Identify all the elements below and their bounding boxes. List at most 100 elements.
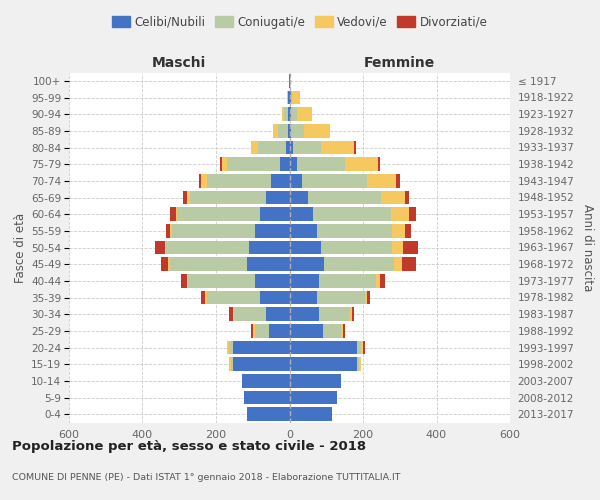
Bar (166, 240, 249, 254)
Bar (297, 158, 344, 171)
Bar (282, 108, 284, 121)
Bar (290, 174, 302, 188)
Bar (266, 308, 290, 321)
Bar (168, 258, 170, 271)
Bar (396, 174, 400, 188)
Y-axis label: Fasce di età: Fasce di età (14, 212, 27, 282)
Bar (290, 340, 358, 354)
Bar (170, 224, 172, 237)
Bar (287, 90, 289, 104)
Bar (155, 240, 164, 254)
Bar (227, 158, 280, 171)
Bar (244, 390, 290, 404)
Bar (304, 124, 330, 138)
Bar (166, 224, 170, 237)
Bar (230, 358, 233, 371)
Bar (205, 290, 207, 304)
Bar (363, 340, 365, 354)
Bar (392, 240, 403, 254)
Bar (260, 208, 290, 221)
Bar (308, 190, 382, 204)
Bar (164, 240, 166, 254)
Bar (290, 158, 297, 171)
Bar (403, 240, 418, 254)
Bar (290, 208, 313, 221)
Bar (251, 324, 253, 338)
Bar (187, 190, 190, 204)
Bar (233, 340, 290, 354)
Bar (405, 224, 411, 237)
Bar (343, 324, 344, 338)
Bar (287, 124, 290, 138)
Bar (229, 340, 233, 354)
Bar (290, 190, 308, 204)
Bar (382, 190, 405, 204)
Bar (202, 290, 205, 304)
Bar (273, 124, 278, 138)
Bar (229, 358, 230, 371)
Bar (178, 208, 260, 221)
Y-axis label: Anni di nascita: Anni di nascita (581, 204, 595, 291)
Bar (323, 324, 341, 338)
Bar (247, 408, 290, 421)
Bar (358, 358, 359, 371)
Bar (321, 140, 354, 154)
Bar (280, 158, 290, 171)
Bar (170, 208, 176, 221)
Bar (254, 324, 269, 338)
Bar (266, 190, 290, 204)
Bar (254, 274, 290, 287)
Bar (207, 290, 260, 304)
Bar (290, 274, 319, 287)
Bar (290, 290, 317, 304)
Bar (183, 190, 187, 204)
Bar (289, 90, 290, 104)
Bar (227, 340, 229, 354)
Legend: Celibi/Nubili, Coniugati/e, Vedovi/e, Divorziati/e: Celibi/Nubili, Coniugati/e, Vedovi/e, Di… (107, 11, 493, 34)
Bar (290, 140, 293, 154)
Bar (290, 108, 292, 121)
Bar (258, 140, 286, 154)
Bar (391, 208, 409, 221)
Bar (392, 224, 405, 237)
Bar (319, 274, 376, 287)
Bar (394, 258, 401, 271)
Bar (365, 290, 367, 304)
Bar (350, 308, 352, 321)
Bar (290, 374, 341, 388)
Bar (367, 290, 370, 304)
Bar (376, 274, 380, 287)
Bar (354, 140, 356, 154)
Bar (341, 324, 343, 338)
Bar (290, 258, 325, 271)
Bar (269, 324, 290, 338)
Bar (367, 174, 396, 188)
Bar (292, 90, 300, 104)
Bar (176, 208, 178, 221)
Bar (290, 358, 358, 371)
Text: Maschi: Maschi (152, 56, 206, 70)
Bar (292, 108, 297, 121)
Bar (290, 124, 292, 138)
Bar (188, 274, 254, 287)
Bar (290, 324, 323, 338)
Text: COMUNE DI PENNE (PE) - Dati ISTAT 1° gennaio 2018 - Elaborazione TUTTITALIA.IT: COMUNE DI PENNE (PE) - Dati ISTAT 1° gen… (12, 473, 401, 482)
Bar (233, 358, 290, 371)
Bar (286, 140, 290, 154)
Bar (290, 408, 332, 421)
Bar (254, 224, 290, 237)
Bar (378, 158, 380, 171)
Bar (321, 240, 392, 254)
Bar (352, 308, 354, 321)
Bar (319, 308, 350, 321)
Bar (287, 108, 290, 121)
Bar (409, 208, 416, 221)
Bar (317, 290, 365, 304)
Bar (290, 224, 317, 237)
Bar (358, 340, 361, 354)
Bar (221, 158, 227, 171)
Bar (247, 258, 290, 271)
Bar (199, 174, 202, 188)
Bar (207, 174, 271, 188)
Bar (344, 158, 378, 171)
